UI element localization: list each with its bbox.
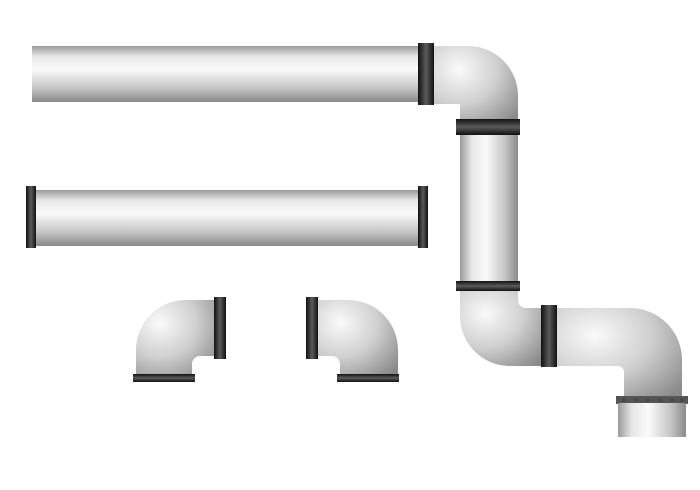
elbow-fitting-left <box>133 297 226 382</box>
flange-ring <box>214 297 226 359</box>
flange-ring <box>456 119 520 135</box>
flange-ring <box>456 281 520 291</box>
straight-pipe-middle <box>26 186 428 248</box>
flange-ring <box>418 43 434 105</box>
flange-ring <box>541 305 557 367</box>
flange-ring <box>616 396 688 404</box>
flange-ring <box>337 374 399 382</box>
pipe-coupling <box>618 403 686 437</box>
elbow-fitting-right <box>306 297 399 382</box>
assembled-pipeline <box>434 46 688 437</box>
flange-ring <box>418 186 428 248</box>
flange-ring <box>26 186 36 248</box>
straight-pipe-top <box>32 43 434 105</box>
flange-ring <box>306 297 318 359</box>
flange-ring <box>133 374 195 382</box>
